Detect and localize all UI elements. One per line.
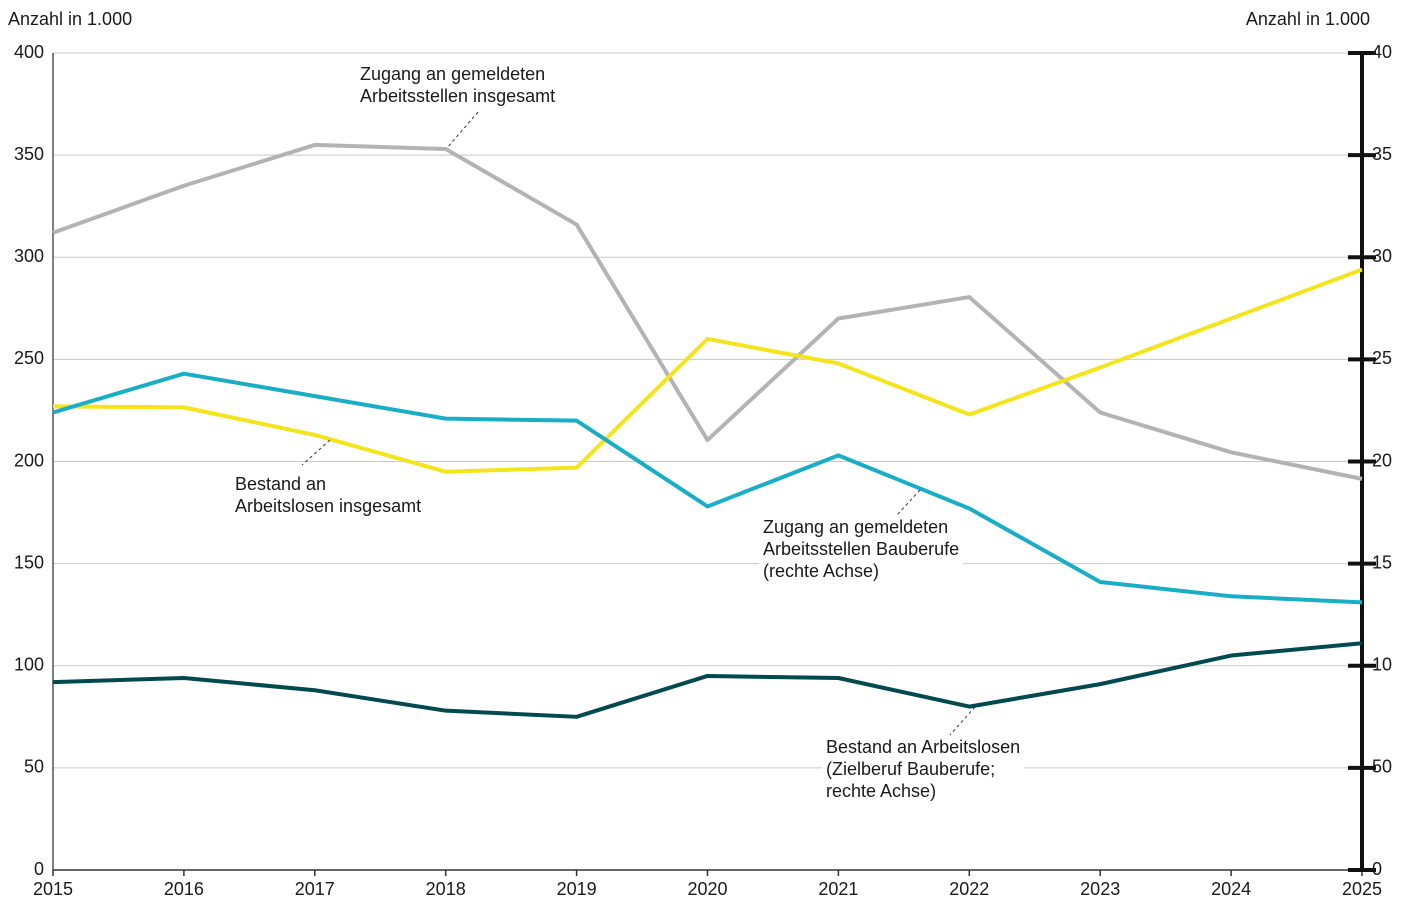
series-line (52, 267, 1363, 474)
annotation: Arbeitsstellen Bauberufe (763, 539, 959, 559)
leader-line (301, 439, 331, 466)
series-line (52, 142, 1363, 481)
y-tick-label: 300 (14, 246, 44, 266)
y-tick-label: 350 (14, 144, 44, 164)
x-tick-label: 2022 (949, 879, 989, 899)
y-tick-label: 50 (24, 757, 44, 777)
x-tick-label: 2016 (164, 879, 204, 899)
y-axis-label: Anzahl in 1.000 (8, 9, 132, 29)
x-tick-label: 2024 (1211, 879, 1251, 899)
x-tick-label: 2021 (818, 879, 858, 899)
annotation: (Zielberuf Bauberufe; (826, 759, 995, 779)
y-tick-label: 100 (14, 655, 44, 675)
leader-line (446, 111, 479, 149)
y2-tick-label: 40 (1372, 42, 1392, 62)
x-tick-label: 2025 (1342, 879, 1382, 899)
leader-line (896, 489, 921, 516)
x-tick-label: 2020 (687, 879, 727, 899)
y2-tick-label: 10 (1372, 655, 1392, 675)
annotation-bg (759, 516, 964, 584)
annotation: Arbeitsstellen insgesamt (360, 86, 555, 106)
annotation: Zugang an gemeldeten (763, 517, 948, 537)
annotation: Bestand an Arbeitslosen (826, 737, 1020, 757)
y2-tick-label: 25 (1372, 348, 1392, 368)
x-tick-label: 2018 (426, 879, 466, 899)
x-tick-label: 2019 (557, 879, 597, 899)
y2-tick-label: 0 (1372, 859, 1382, 879)
x-tick-label: 2023 (1080, 879, 1120, 899)
y2-tick-label: 35 (1372, 144, 1392, 164)
series-line (52, 371, 1363, 605)
y-tick-label: 200 (14, 450, 44, 470)
y2-tick-label: 30 (1372, 246, 1392, 266)
y2-axis-label: Anzahl in 1.000 (1246, 9, 1370, 29)
y2-tick-label: 20 (1372, 450, 1392, 470)
x-tick-label: 2017 (295, 879, 335, 899)
y-tick-label: 400 (14, 42, 44, 62)
y-tick-label: 250 (14, 348, 44, 368)
y-tick-label: 0 (34, 859, 44, 879)
x-tick-label: 2015 (33, 879, 73, 899)
y2-tick-label: 15 (1372, 552, 1392, 572)
leader-line (949, 706, 976, 736)
annotation: Bestand an (235, 474, 326, 494)
annotation: Zugang an gemeldeten (360, 64, 545, 84)
series-line (52, 641, 1363, 719)
y2-tick-label: 50 (1372, 757, 1392, 777)
annotation: Arbeitslosen insgesamt (235, 496, 421, 516)
y-tick-label: 150 (14, 552, 44, 572)
annotation: rechte Achse) (826, 781, 936, 801)
annotation-bg (822, 736, 1025, 804)
annotation: (rechte Achse) (763, 561, 879, 581)
